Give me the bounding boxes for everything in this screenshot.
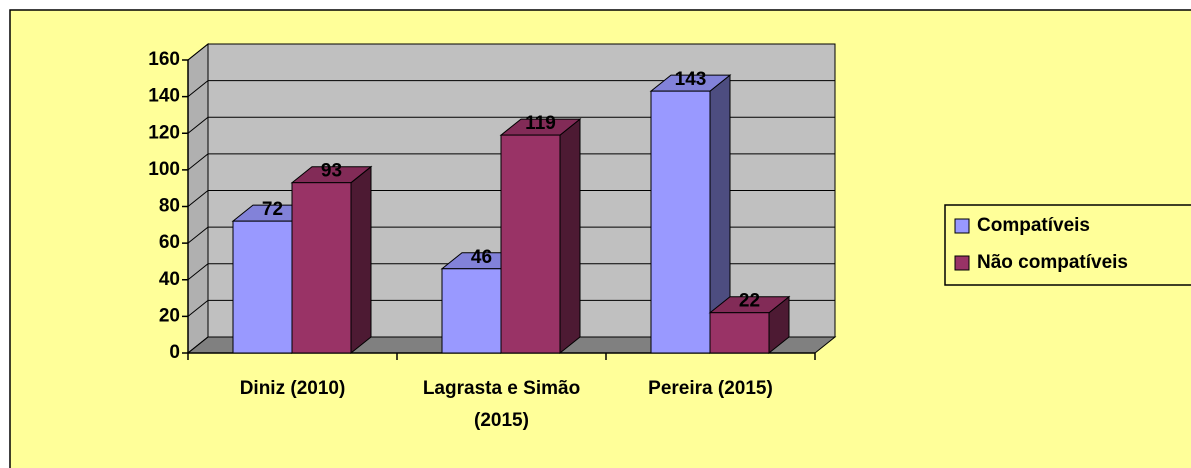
legend-swatch [954, 218, 970, 234]
y-tick-label: 60 [159, 232, 180, 253]
bar [709, 312, 770, 354]
legend-label: Não compatíveis [977, 252, 1128, 273]
data-label: 72 [262, 199, 283, 220]
grid-line [187, 43, 835, 61]
y-tick-label: 140 [148, 86, 180, 107]
y-tick-label: 100 [148, 159, 180, 180]
data-label: 22 [739, 291, 760, 312]
x-tick-label: Diniz (2010) [239, 378, 346, 399]
y-tick-label: 0 [169, 342, 180, 363]
grid-line [187, 190, 835, 207]
grid-line [187, 153, 835, 171]
bar [441, 268, 502, 354]
y-tick-label: 120 [148, 122, 180, 143]
y-tick-label: 160 [148, 49, 180, 70]
legend [944, 204, 1191, 286]
x-tick-label: Pereira (2015) [648, 378, 773, 399]
grid-line [187, 263, 835, 281]
grid-line [187, 116, 835, 134]
y-tick-label: 20 [159, 305, 180, 326]
data-label: 93 [321, 161, 342, 182]
bar [291, 182, 352, 354]
bar [232, 220, 293, 354]
bar-side [559, 118, 581, 355]
grid-line [187, 299, 835, 317]
data-label: 143 [675, 69, 707, 90]
legend-swatch [954, 255, 970, 271]
bar [650, 90, 711, 354]
grid-line [187, 226, 835, 244]
x-tick-label: Lagrasta e Simão (2015) [422, 378, 581, 431]
grid-line [187, 336, 835, 354]
y-tick-label: 80 [159, 196, 180, 217]
bar-side [350, 165, 372, 355]
grid-line [187, 80, 835, 98]
data-label: 46 [471, 247, 492, 268]
legend-label: Compatíveis [977, 215, 1090, 236]
data-label: 119 [525, 113, 556, 134]
bar [500, 134, 561, 354]
y-tick-label: 40 [159, 269, 180, 290]
